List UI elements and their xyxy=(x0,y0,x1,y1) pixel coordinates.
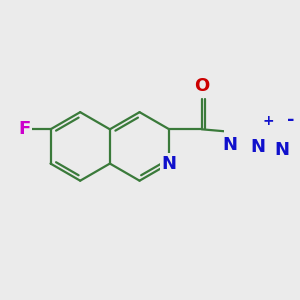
Text: +: + xyxy=(263,115,274,128)
Text: N: N xyxy=(274,141,289,159)
Text: N: N xyxy=(162,154,177,172)
Text: -: - xyxy=(286,111,294,129)
Text: O: O xyxy=(194,77,209,95)
Text: N: N xyxy=(250,139,265,157)
Text: N: N xyxy=(222,136,237,154)
Text: F: F xyxy=(18,120,30,138)
